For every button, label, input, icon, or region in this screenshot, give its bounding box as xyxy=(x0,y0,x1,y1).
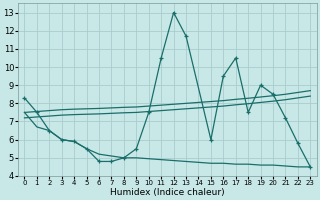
X-axis label: Humidex (Indice chaleur): Humidex (Indice chaleur) xyxy=(110,188,225,197)
